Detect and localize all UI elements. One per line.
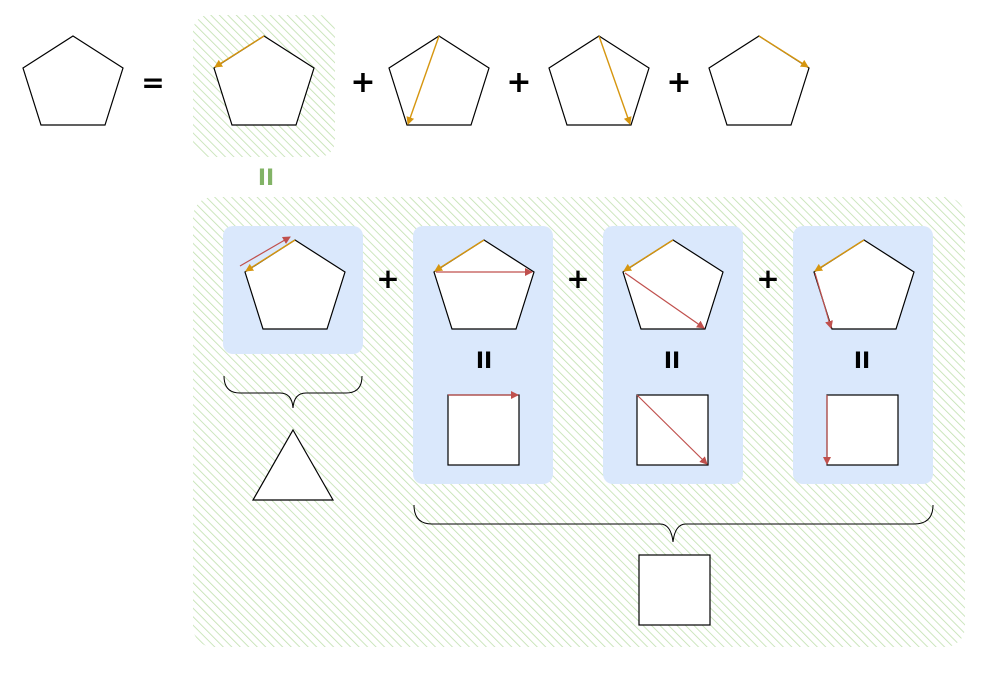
group-2-pentagon (433, 239, 535, 330)
term-pentagon-1 (213, 35, 315, 126)
result-triangle (251, 428, 335, 501)
edge-arrow-orange (245, 239, 296, 272)
diagonal-arrow-red (624, 272, 705, 329)
plus-sign: + (756, 262, 779, 295)
brace-under-groups-2-4 (413, 504, 934, 543)
edge-arrow-orange (758, 35, 809, 68)
plus-sign: + (350, 65, 375, 100)
edge-arrow-orange (214, 35, 265, 68)
brace-under-group-1 (223, 375, 363, 409)
expansion-region (193, 197, 965, 647)
parallel-sign-green: II (258, 166, 274, 191)
edge-arrow-red (239, 236, 291, 267)
diagonal-arrow-orange (406, 35, 440, 125)
edge-arrow-orange (434, 239, 485, 272)
group-1-pentagon (239, 236, 346, 330)
group-3-square (636, 394, 709, 466)
group-4-pentagon (813, 239, 915, 330)
edge-arrow-red (814, 272, 833, 329)
plus-sign: + (666, 65, 691, 100)
group-3-pentagon (622, 239, 724, 330)
group-2-square (447, 391, 520, 466)
term-pentagon-4 (708, 35, 810, 126)
plus-sign: + (506, 65, 531, 100)
parallel-sign: II (664, 349, 680, 374)
plus-sign: + (376, 262, 399, 295)
plus-sign: + (566, 262, 589, 295)
diagonal-arrow-red (636, 394, 708, 465)
term-pentagon-2 (388, 35, 490, 126)
term-pentagon-3 (548, 35, 650, 126)
equals-sign: = (141, 66, 164, 99)
parallel-sign: II (476, 349, 492, 374)
edge-arrow-orange (814, 239, 865, 272)
edge-arrow-orange (623, 239, 674, 272)
group-4-square (823, 394, 899, 466)
parallel-sign: II (854, 349, 870, 374)
diagonal-arrow-orange (598, 35, 632, 125)
result-square (638, 554, 711, 626)
full-pentagon (22, 35, 124, 126)
